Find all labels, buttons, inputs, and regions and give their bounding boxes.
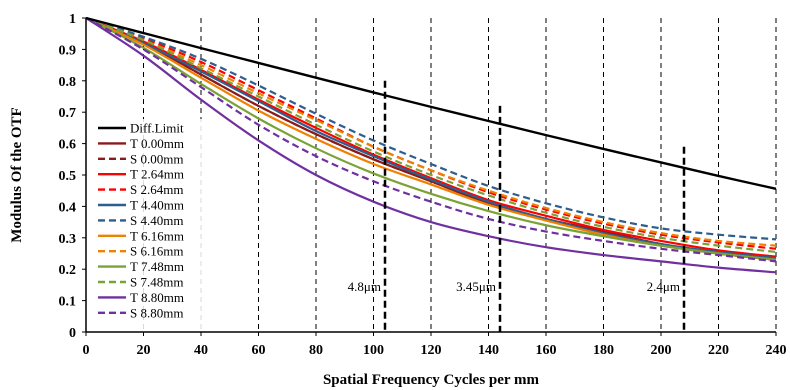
series-layer — [85, 16, 777, 274]
x-tick-label: 180 — [593, 343, 614, 358]
x-tick-label: 160 — [536, 343, 557, 358]
x-tick-label: 120 — [421, 343, 442, 358]
y-tick-label: 0.9 — [59, 43, 77, 58]
x-tick-label: 240 — [766, 343, 787, 358]
y-tick-label: 0.1 — [59, 295, 77, 310]
series-line-t-7-48mm — [85, 17, 777, 261]
resolution-marker-label: 2.4μm — [647, 279, 680, 294]
y-tick-label: 0.7 — [59, 106, 77, 121]
y-tick-label: 0.4 — [59, 200, 77, 215]
series-line-s-2-64mm — [85, 16, 777, 250]
series-line-t-8-80mm — [85, 17, 777, 274]
legend-label: T 7.48mm — [130, 259, 184, 274]
series-line-s-7-48mm — [85, 16, 777, 254]
legend-label: T 8.80mm — [130, 290, 184, 305]
y-tick-label: 0.6 — [59, 138, 77, 153]
x-tick-label: 80 — [309, 343, 323, 358]
legend-label: S 4.40mm — [130, 213, 183, 228]
x-tick-label: 200 — [651, 343, 672, 358]
x-tick-label: 100 — [363, 343, 384, 358]
legend-label: T 2.64mm — [130, 167, 184, 182]
legend-label: S 8.80mm — [130, 305, 183, 320]
legend-label: T 0.00mm — [130, 136, 184, 151]
y-tick-label: 0 — [69, 326, 76, 341]
y-tick-label: 0.5 — [59, 169, 77, 184]
x-tick-label: 220 — [708, 343, 729, 358]
series-line-s-8-80mm — [85, 17, 777, 263]
marker-layer: 4.8μm 3.45μm 2.4μm — [348, 80, 686, 332]
x-tick-label: 60 — [252, 343, 266, 358]
x-axis-title: Spatial Frequency Cycles per mm — [323, 372, 540, 388]
resolution-marker-label: 3.45μm — [456, 279, 496, 294]
x-tick-label: 140 — [478, 343, 499, 358]
legend-label: S 0.00mm — [130, 151, 183, 166]
x-tick-label: 40 — [194, 343, 208, 358]
series-line-t-4-40mm — [85, 16, 777, 260]
legend-label: T 6.16mm — [130, 228, 184, 243]
legend-label: S 7.48mm — [130, 275, 183, 290]
resolution-marker-label: 4.8μm — [348, 279, 381, 294]
series-line-diff-limit — [85, 16, 777, 190]
x-tick-label: 0 — [83, 343, 90, 358]
legend-background — [94, 119, 214, 329]
y-tick-label: 0.8 — [59, 75, 77, 90]
x-tick-label: 20 — [137, 343, 151, 358]
legend-label: S 2.64mm — [130, 182, 183, 197]
series-line-s-4-40mm — [85, 16, 777, 241]
legend-label: Diff.Limit — [130, 121, 184, 136]
legend-label: T 4.40mm — [130, 198, 184, 213]
y-tick-label: 0.3 — [59, 232, 77, 247]
y-tick-label: 0.2 — [59, 263, 77, 278]
y-axis-title: Modulus Of the OTF — [9, 107, 25, 242]
series-line-t-2-64mm — [85, 16, 777, 258]
series-line-s-6-16mm — [85, 16, 777, 247]
legend-label: S 6.16mm — [130, 244, 183, 259]
tick-layer: 0 20 40 60 80 100 120 140 160 180 200 220 240 0 0.1 0.2… — [59, 12, 787, 358]
y-tick-label: 1 — [69, 12, 76, 27]
